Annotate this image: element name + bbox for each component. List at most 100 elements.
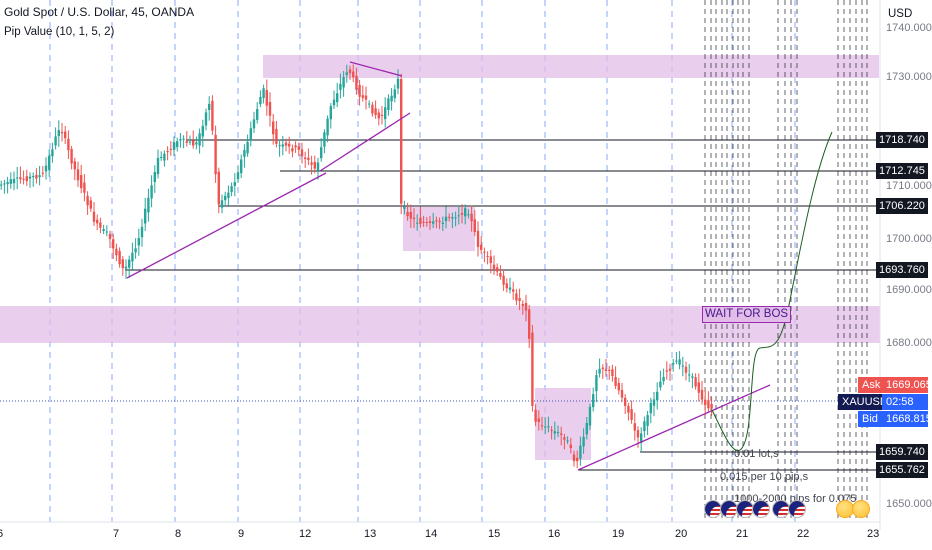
candle-body [355, 75, 358, 90]
candle-body [460, 213, 464, 215]
projection-path [711, 131, 833, 452]
time-label: 22 [797, 528, 810, 540]
level-tag-1655: 1655.762 [876, 462, 928, 478]
candle-body [48, 155, 51, 170]
emoji-icon[interactable] [852, 500, 870, 518]
candle-body [102, 229, 105, 231]
candle-body [320, 147, 323, 159]
price-tick: 1650.000 [886, 498, 932, 510]
candle-body [486, 255, 489, 257]
candle-body [128, 259, 131, 268]
candle-body [99, 222, 102, 228]
candle-body [131, 252, 134, 262]
candle-body [387, 98, 390, 111]
candle-body [534, 409, 537, 422]
candle-body [252, 119, 256, 129]
trendline-rising-2 [319, 112, 411, 172]
candle-body [166, 151, 169, 153]
candle-body [227, 192, 230, 199]
candle-body [425, 221, 428, 223]
candle-body [595, 375, 598, 392]
candle-body [464, 208, 467, 217]
price-tick: 1710.000 [886, 180, 932, 192]
candle-body [422, 221, 425, 223]
candle-body [390, 95, 393, 102]
candle-body [668, 368, 672, 371]
bid-price: 1668.815 [882, 411, 932, 427]
candle-body [224, 195, 227, 201]
candle-body [236, 172, 240, 180]
candle-body [608, 369, 611, 371]
candle-body [54, 136, 57, 146]
candle-body [115, 248, 118, 256]
candle-body [246, 141, 249, 154]
candle-body [3, 183, 6, 185]
candle-body [137, 238, 140, 246]
indicator-label[interactable]: Pip Value (10, 1, 5, 2) [4, 26, 115, 38]
lot-label: 0.01 lot,s [734, 448, 779, 460]
candle-body [64, 131, 67, 139]
candle-body [160, 156, 163, 158]
candle-body [326, 118, 329, 136]
flag-us-icon[interactable] [788, 500, 806, 518]
candle-body [480, 244, 483, 251]
candle-body [528, 309, 531, 339]
candle-body [329, 106, 332, 120]
time-label: 6 [0, 528, 4, 540]
candle-body [358, 84, 361, 97]
candle-body [550, 429, 553, 431]
candle-body [467, 214, 470, 216]
candle-body [214, 134, 217, 175]
candle-body [153, 172, 156, 183]
candle-body [12, 178, 16, 184]
candle-body [697, 382, 700, 393]
level-tag-1693: 1693.760 [876, 262, 928, 278]
wait-for-bos-label: WAIT FOR BOS [702, 306, 792, 323]
level-tag-1659: 1659.740 [876, 444, 928, 460]
candle-body [121, 259, 124, 269]
time-label: 13 [364, 528, 377, 540]
candle-body [636, 430, 640, 438]
candle-body [406, 211, 409, 217]
candle-body [272, 121, 275, 135]
countdown: 02:58 [882, 394, 928, 410]
candle-body [73, 161, 76, 170]
candle-body [585, 422, 588, 435]
price-tick: 1730.000 [886, 71, 932, 83]
candle-body [28, 176, 32, 179]
candle-body [140, 226, 144, 238]
candle-body [275, 128, 278, 144]
candle-body [640, 433, 643, 443]
candle-body [524, 303, 528, 311]
candle-body [32, 176, 35, 178]
candle-body [291, 148, 294, 152]
candle-body [217, 171, 220, 205]
candle-body [700, 389, 704, 400]
candle-body [457, 215, 460, 217]
candle-body [243, 149, 246, 157]
candle-body [105, 231, 108, 233]
candle-body [124, 266, 128, 269]
candle-body [172, 142, 176, 150]
flag-us-icon[interactable] [752, 500, 770, 518]
candle-body [233, 182, 236, 186]
candle-body [51, 149, 54, 157]
candle-body [691, 376, 694, 378]
candle-body [694, 377, 697, 387]
candle-body [678, 359, 681, 365]
candle-body [544, 426, 547, 428]
symbol-label: XAUUSD [838, 394, 888, 410]
candle-body [41, 172, 44, 174]
candle-body [646, 415, 649, 426]
candle-body [419, 217, 422, 224]
candle-body [633, 423, 636, 431]
candle-body [518, 298, 521, 302]
chart-title: Gold Spot / U.S. Dollar, 45, OANDA [4, 5, 195, 19]
candle-body [710, 403, 713, 409]
time-label: 14 [425, 528, 438, 540]
candle-body [672, 363, 675, 365]
candle-body [684, 366, 688, 373]
candle-body [288, 143, 291, 147]
candle-body [656, 391, 659, 401]
